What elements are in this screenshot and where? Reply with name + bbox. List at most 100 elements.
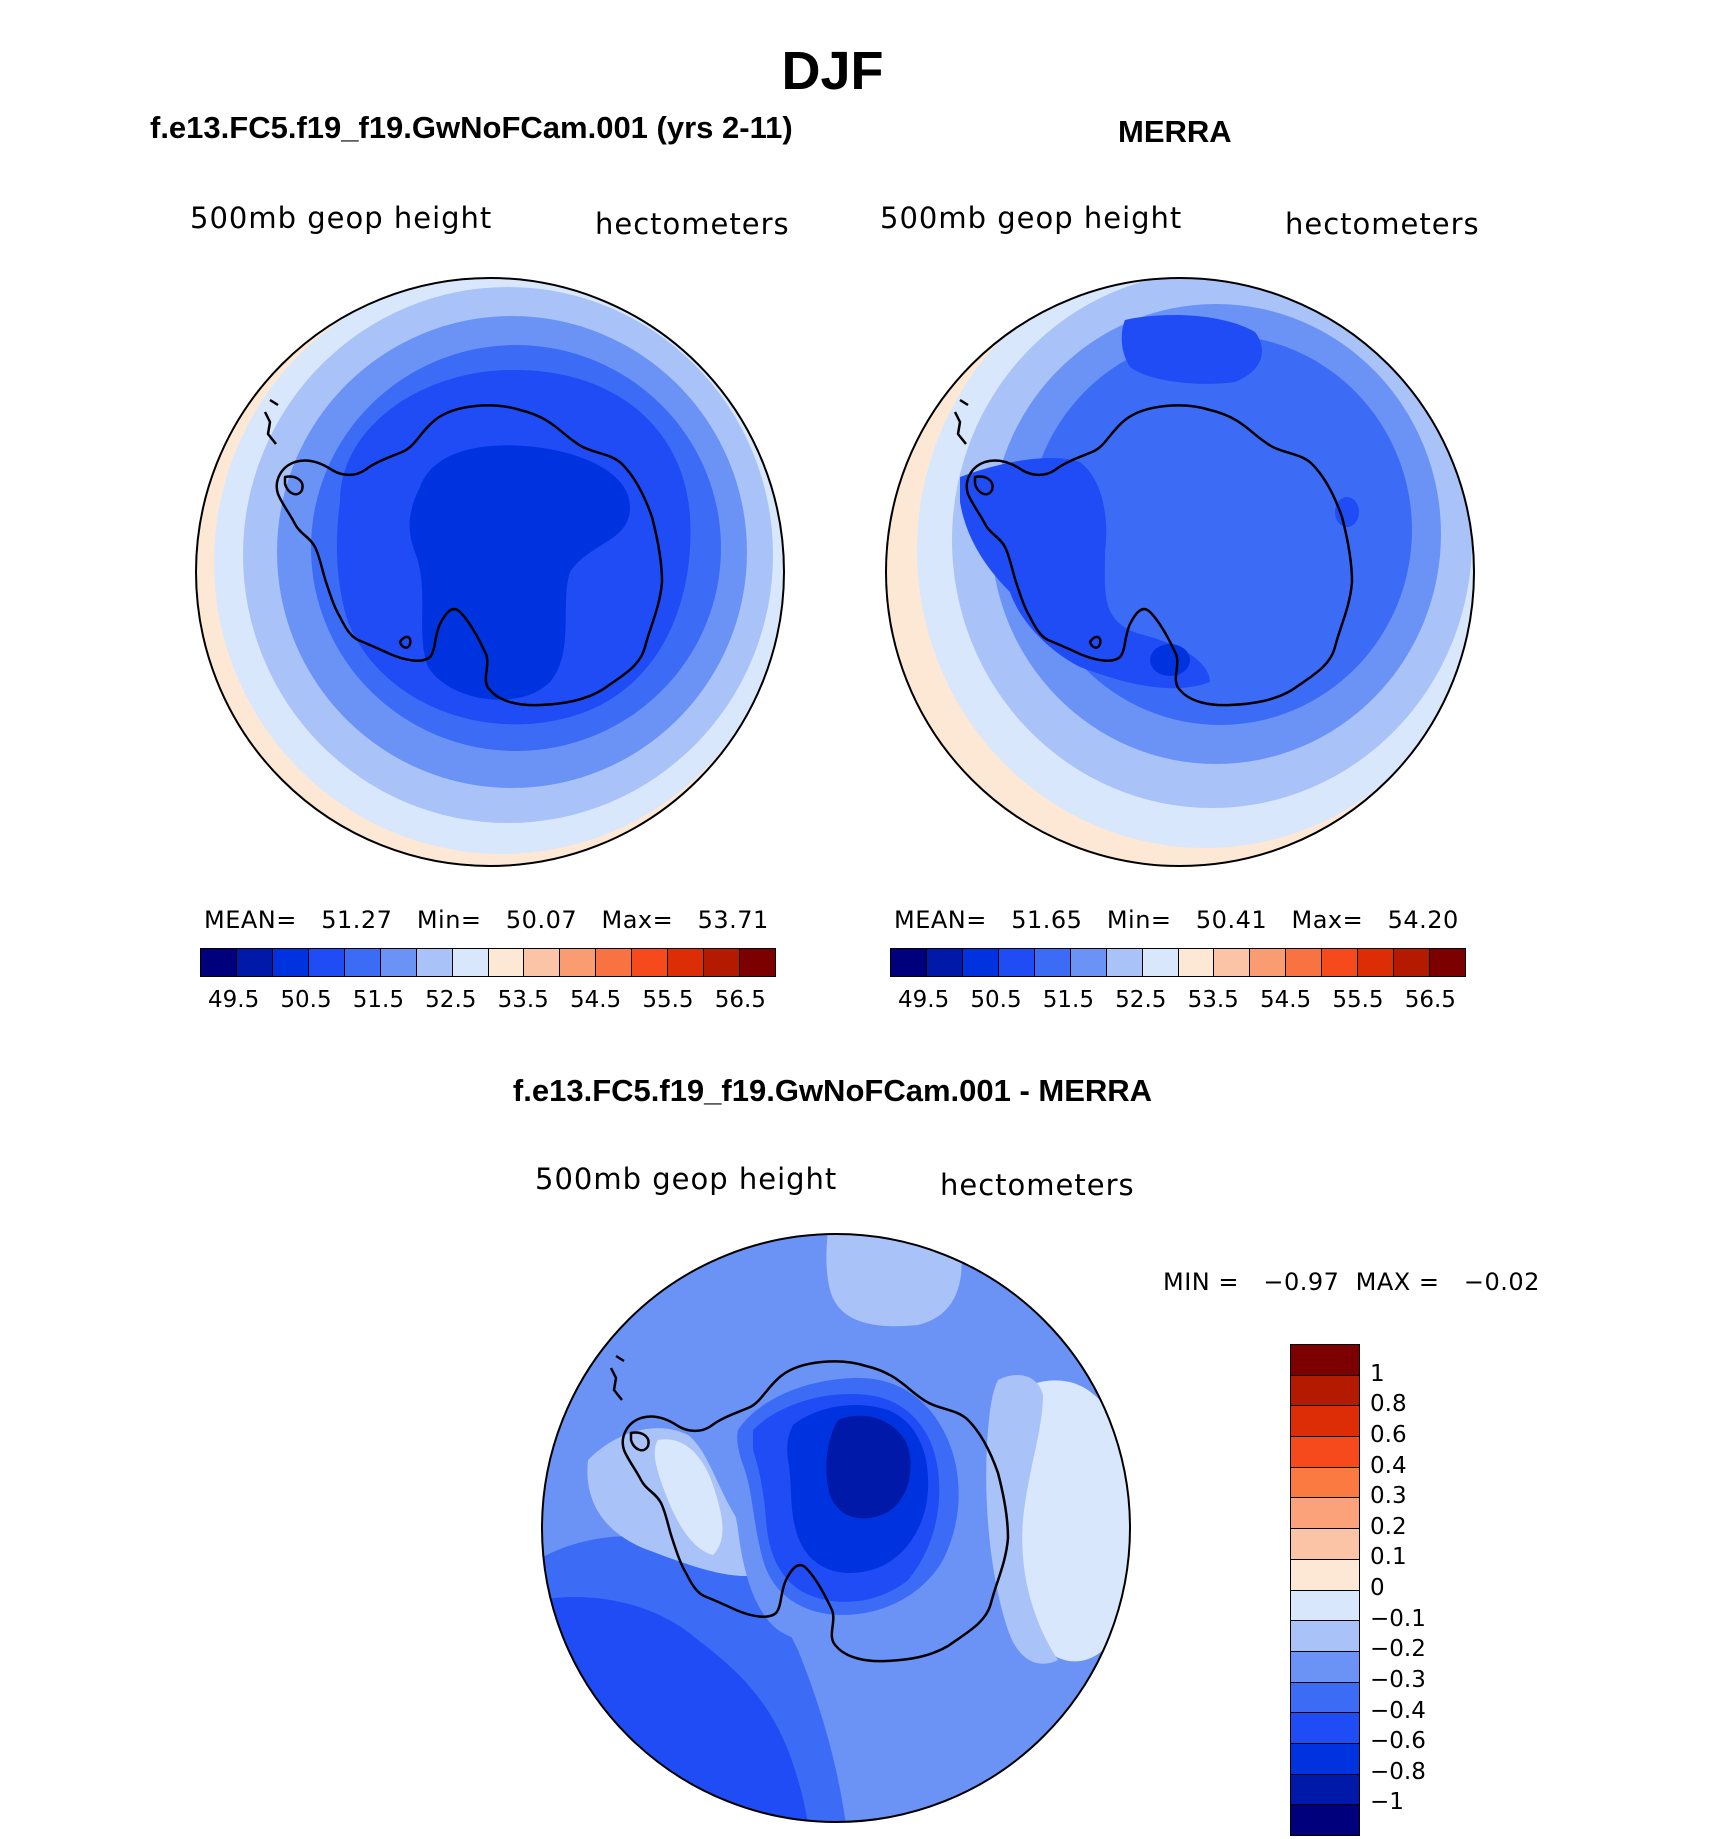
colorbar-tick-label: 56.5 <box>1404 987 1456 1013</box>
colorbar-tick-label: −0.8 <box>1370 1758 1426 1785</box>
colorbar-swatch <box>560 949 597 976</box>
colorbar-tick-label: 56.5 <box>714 987 766 1013</box>
colorbar-swatch <box>596 949 633 976</box>
colorbar-tick-label: 50.5 <box>970 987 1022 1013</box>
colorbar-swatch <box>1291 1651 1359 1683</box>
colorbar-tick-label: 50.5 <box>280 987 332 1013</box>
colorbar-swatch <box>704 949 741 976</box>
colorbar-swatch <box>1291 1621 1359 1652</box>
colorbar-tick-label: 49.5 <box>208 987 260 1013</box>
diff-stats: MIN = −0.97 MAX = −0.02 <box>1163 1268 1540 1296</box>
colorbar-swatch <box>1322 949 1359 976</box>
colorbar-swatch <box>891 949 927 976</box>
colorbar-swatch <box>201 949 237 976</box>
colorbar-tick-label: −0.1 <box>1370 1605 1426 1632</box>
antarctica-coastline <box>953 398 1354 707</box>
right-panel-title: MERRA <box>1118 114 1232 149</box>
colorbar-tick-label: 0 <box>1370 1575 1385 1601</box>
difference-polar-map <box>541 1233 1131 1823</box>
map-contour-level-5 <box>960 457 1210 689</box>
colorbar-swatch <box>1291 1805 1359 1835</box>
right-polar-map <box>885 277 1475 867</box>
right-colorbar-ticks: 49.5 50.5 51.5 52.5 53.5 54.5 55.5 56.5 <box>898 987 1456 1013</box>
colorbar-tick-label: 51.5 <box>1042 987 1094 1013</box>
colorbar-tick-label: 52.5 <box>1115 987 1167 1013</box>
colorbar-tick-label: 54.5 <box>569 987 622 1013</box>
colorbar-tick-label: −0.3 <box>1370 1666 1426 1693</box>
colorbar-swatch <box>962 949 999 976</box>
colorbar-swatch <box>452 949 489 976</box>
colorbar-tick-label: 0.4 <box>1370 1452 1407 1479</box>
colorbar-swatch <box>1178 949 1215 976</box>
colorbar-swatch <box>380 949 417 976</box>
difference-colorbar <box>1290 1344 1360 1836</box>
map-contour-level-2 <box>986 1375 1058 1664</box>
colorbar-swatch <box>998 949 1035 976</box>
right-field-label: 500mb geop height <box>880 201 1183 235</box>
colorbar-tick-label: 49.5 <box>898 987 950 1013</box>
colorbar-swatch <box>1286 949 1323 976</box>
colorbar-tick-label: 1 <box>1370 1360 1385 1387</box>
colorbar-tick-label: 0.1 <box>1370 1544 1407 1571</box>
right-colorbar <box>890 948 1466 977</box>
colorbar-swatch <box>1394 949 1431 976</box>
colorbar-swatch <box>1291 1406 1359 1438</box>
main-title: DJF <box>781 41 884 101</box>
colorbar-swatch <box>740 949 775 976</box>
map-contour-level-7 <box>826 1415 911 1519</box>
colorbar-swatch <box>668 949 705 976</box>
colorbar-tick-label: −0.6 <box>1370 1728 1426 1755</box>
colorbar-swatch <box>1291 1774 1359 1806</box>
colorbar-swatch <box>1291 1345 1359 1376</box>
colorbar-tick-label: −1 <box>1370 1789 1404 1816</box>
right-stats: MEAN= 51.65 Min= 50.41 Max= 54.20 <box>894 906 1459 934</box>
colorbar-swatch <box>632 949 669 976</box>
colorbar-tick-label: 53.5 <box>1187 987 1239 1013</box>
colorbar-tick-label: 0.2 <box>1370 1513 1407 1540</box>
colorbar-swatch <box>1070 949 1107 976</box>
colorbar-tick-label: 52.5 <box>425 987 477 1013</box>
colorbar-swatch <box>1106 949 1143 976</box>
colorbar-swatch <box>1291 1559 1359 1591</box>
colorbar-swatch <box>1291 1682 1359 1714</box>
colorbar-swatch <box>1142 949 1179 976</box>
map-contour-level-2 <box>826 1234 962 1327</box>
diff-units-label: hectometers <box>940 1168 1135 1202</box>
colorbar-tick-label: −0.4 <box>1370 1697 1426 1724</box>
colorbar-swatch <box>1291 1743 1359 1775</box>
colorbar-swatch <box>524 949 561 976</box>
colorbar-swatch <box>926 949 963 976</box>
left-colorbar-ticks: 49.5 50.5 51.5 52.5 53.5 54.5 55.5 56.5 <box>208 987 766 1013</box>
colorbar-swatch <box>488 949 525 976</box>
colorbar-tick-label: 54.5 <box>1259 987 1312 1013</box>
diff-field-label: 500mb geop height <box>535 1162 838 1196</box>
map-contour-level-5 <box>1121 315 1263 384</box>
colorbar-swatch <box>1291 1375 1359 1407</box>
left-polar-map <box>195 277 785 867</box>
colorbar-swatch <box>236 949 273 976</box>
map-contour-level-1 <box>654 1439 723 1555</box>
antarctica-coastline <box>263 398 664 707</box>
colorbar-swatch <box>1250 949 1287 976</box>
colorbar-swatch <box>1291 1713 1359 1744</box>
map-contour-level-5 <box>1335 497 1359 527</box>
colorbar-swatch <box>1291 1529 1359 1560</box>
colorbar-tick-label: 0.8 <box>1370 1391 1407 1418</box>
map-contour-level-1 <box>1007 1380 1130 1662</box>
difference-title: f.e13.FC5.f19_f19.GwNoFCam.001 - MERRA <box>512 1073 1153 1108</box>
colorbar-swatch <box>1291 1467 1359 1499</box>
map-contour-level-6 <box>409 445 630 700</box>
colorbar-tick-label: 51.5 <box>352 987 404 1013</box>
colorbar-tick-label: 0.3 <box>1370 1483 1407 1510</box>
colorbar-swatch <box>1291 1590 1359 1622</box>
colorbar-swatch <box>1034 949 1071 976</box>
right-units-label: hectometers <box>1285 207 1480 241</box>
left-panel-title: f.e13.FC5.f19_f19.GwNoFCam.001 (yrs 2-11… <box>150 110 793 145</box>
colorbar-tick-label: 55.5 <box>1332 987 1384 1013</box>
colorbar-tick-label: 0.6 <box>1370 1421 1407 1448</box>
colorbar-swatch <box>344 949 381 976</box>
antarctica-coastline <box>609 1354 1010 1663</box>
map-contour-level-6 <box>1150 644 1190 676</box>
difference-colorbar-labels: 1 0.8 0.6 0.4 0.3 0.2 0.1 0 −0.1 −0.2 −0.3 −0.4 −0.6… <box>1370 1344 1460 1834</box>
colorbar-swatch <box>1214 949 1251 976</box>
